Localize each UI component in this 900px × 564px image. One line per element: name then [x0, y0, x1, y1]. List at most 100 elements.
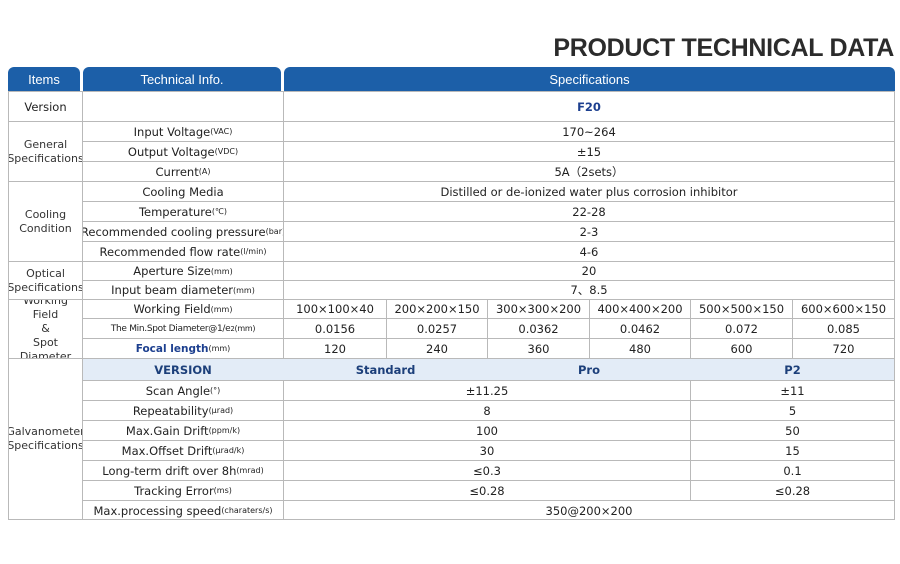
- galvo-label-1-unit: (μrad): [208, 406, 234, 415]
- galvo-label-3-unit: (μrad/k): [212, 446, 245, 455]
- working-focal-1: 240: [426, 341, 448, 356]
- working-spot-text: The Min.Spot Diameter@1/e: [110, 323, 231, 334]
- cooling-label-3-text: Recommended flow rate: [99, 244, 241, 259]
- general-value-2: 5A（2sets）: [554, 164, 624, 179]
- working-spot-unit: (mm): [234, 324, 256, 333]
- galvo-stdpro-0: ±11.25: [465, 383, 509, 398]
- working-field-label: Working Field (mm): [83, 300, 283, 318]
- galvo-label-4-unit: (mrad): [236, 466, 264, 475]
- version-label: Version: [24, 99, 67, 114]
- working-focal-label: Focal length (mm): [83, 339, 283, 358]
- galvo-label-6-unit: (charaters/s): [221, 506, 273, 515]
- group-cooling: Cooling Condition: [19, 207, 72, 235]
- cooling-label-1-text: Temperature: [138, 204, 212, 219]
- working-field-3: 400×400×200: [597, 302, 683, 316]
- working-spot-5: 0.085: [827, 321, 860, 336]
- cooling-label-2-text: Recommended cooling pressure: [83, 224, 266, 239]
- working-field-5: 600×600×150: [800, 302, 887, 316]
- header-specifications: Specifications: [284, 67, 895, 91]
- working-focal-unit: (mm): [208, 344, 231, 353]
- group-working: Working Field & Spot Diameter: [19, 300, 72, 358]
- galvo-label-0: Scan Angle (°): [83, 381, 283, 400]
- header-technical-info: Technical Info.: [83, 67, 281, 91]
- galvo-label-2: Max.Gain Drift (ppm/k): [83, 421, 283, 440]
- group-general: General Specifications: [9, 137, 82, 165]
- group-galvo: Galvanometer Specifications: [9, 425, 82, 452]
- optical-label-1: Input beam diameter (mm): [83, 281, 283, 299]
- galvo-label-2-text: Max.Gain Drift: [125, 423, 209, 438]
- working-spot-2: 0.0362: [518, 321, 559, 336]
- general-value-0: 170~264: [562, 124, 616, 139]
- cooling-label-0: Cooling Media: [83, 182, 283, 201]
- galvo-version-label: VERSION: [83, 359, 283, 380]
- galvo-label-4: Long-term drift over 8h (mrad): [83, 461, 283, 480]
- galvo-version-standard: Standard: [284, 359, 487, 380]
- working-spot-0: 0.0156: [314, 321, 356, 336]
- galvo-label-1-text: Repeatability: [132, 403, 209, 418]
- galvo-label-3: Max.Offset Drift (μrad/k): [83, 441, 283, 460]
- general-label-0: Input Voltage (VAC): [83, 122, 283, 141]
- galvo-version-p2: P2: [691, 359, 894, 380]
- working-focal-4: 600: [730, 341, 753, 356]
- optical-label-1-unit: (mm): [233, 285, 255, 295]
- general-label-2: Current (A): [83, 162, 283, 181]
- working-focal-3: 480: [629, 341, 651, 356]
- general-label-1: Output Voltage (VDC): [83, 142, 283, 161]
- header-items: Items: [8, 67, 80, 91]
- galvo-p2-3: 15: [785, 443, 800, 458]
- galvo-label-1: Repeatability (μrad): [83, 401, 283, 420]
- cooling-label-2-unit: (bar): [265, 227, 283, 236]
- galvo-stdpro-4: ≤0.3: [473, 463, 501, 478]
- galvo-label-4-text: Long-term drift over 8h: [102, 463, 237, 478]
- cooling-value-0: Distilled or de-ionized water plus corro…: [440, 184, 738, 199]
- working-field-0: 100×100×40: [296, 302, 374, 316]
- cooling-label-1-unit: (℃): [211, 207, 228, 216]
- optical-value-0: 20: [581, 264, 597, 278]
- page-title: PRODUCT TECHNICAL DATA: [553, 34, 894, 62]
- galvo-all-6: 350@200×200: [545, 503, 633, 518]
- working-spot-1: 0.0257: [416, 321, 458, 336]
- galvo-p2-4: 0.1: [783, 463, 802, 478]
- cooling-value-2: 2-3: [579, 224, 599, 239]
- general-label-0-unit: (VAC): [210, 127, 233, 136]
- galvo-label-5-text: Tracking Error: [134, 483, 214, 498]
- galvo-label-2-unit: (ppm/k): [208, 426, 241, 435]
- working-field-unit: (mm): [210, 304, 233, 314]
- galvo-label-6: Max.processing speed (charaters/s): [83, 501, 283, 520]
- galvo-label-3-text: Max.Offset Drift: [121, 443, 213, 458]
- working-field-text: Working Field: [133, 302, 211, 316]
- general-label-2-text: Current: [155, 164, 199, 179]
- working-focal-0: 120: [324, 341, 346, 356]
- galvo-stdpro-2: 100: [476, 423, 498, 438]
- cooling-label-2: Recommended cooling pressure(bar): [83, 222, 283, 241]
- cooling-value-1: 22-28: [572, 204, 606, 219]
- general-label-1-text: Output Voltage: [127, 144, 215, 159]
- working-field-2: 300×300×200: [495, 302, 582, 316]
- working-spot-label: The Min.Spot Diameter@1/e 2 (mm): [83, 319, 283, 338]
- galvo-label-0-text: Scan Angle: [145, 383, 211, 398]
- working-focal-5: 720: [832, 341, 855, 356]
- general-label-0-text: Input Voltage: [133, 124, 211, 139]
- optical-label-0-text: Aperture Size: [133, 264, 211, 278]
- cooling-label-3-unit: (l/min): [240, 247, 267, 256]
- working-spot-3: 0.0462: [619, 321, 661, 336]
- galvo-p2-1: 5: [788, 403, 797, 418]
- galvo-p2-5: ≤0.28: [774, 483, 811, 498]
- version-model: F20: [577, 99, 601, 114]
- galvo-label-5-unit: (ms): [213, 486, 232, 495]
- working-field-1: 200×200×150: [394, 302, 480, 316]
- cooling-value-3: 4-6: [579, 244, 599, 259]
- working-spot-4: 0.072: [725, 321, 758, 336]
- galvo-version-pro: Pro: [488, 359, 690, 380]
- general-label-1-unit: (VDC): [214, 147, 239, 156]
- group-optical: Optical Specifications: [9, 266, 82, 294]
- optical-label-0-unit: (mm): [210, 266, 233, 276]
- optical-label-1-text: Input beam diameter: [111, 283, 234, 297]
- general-value-1: ±15: [576, 144, 602, 159]
- galvo-p2-0: ±11: [780, 383, 805, 398]
- optical-label-0: Aperture Size (mm): [83, 262, 283, 280]
- galvo-label-6-text: Max.processing speed: [93, 503, 222, 518]
- optical-value-1: 7、8.5: [570, 283, 608, 297]
- general-label-2-unit: (A): [198, 167, 211, 176]
